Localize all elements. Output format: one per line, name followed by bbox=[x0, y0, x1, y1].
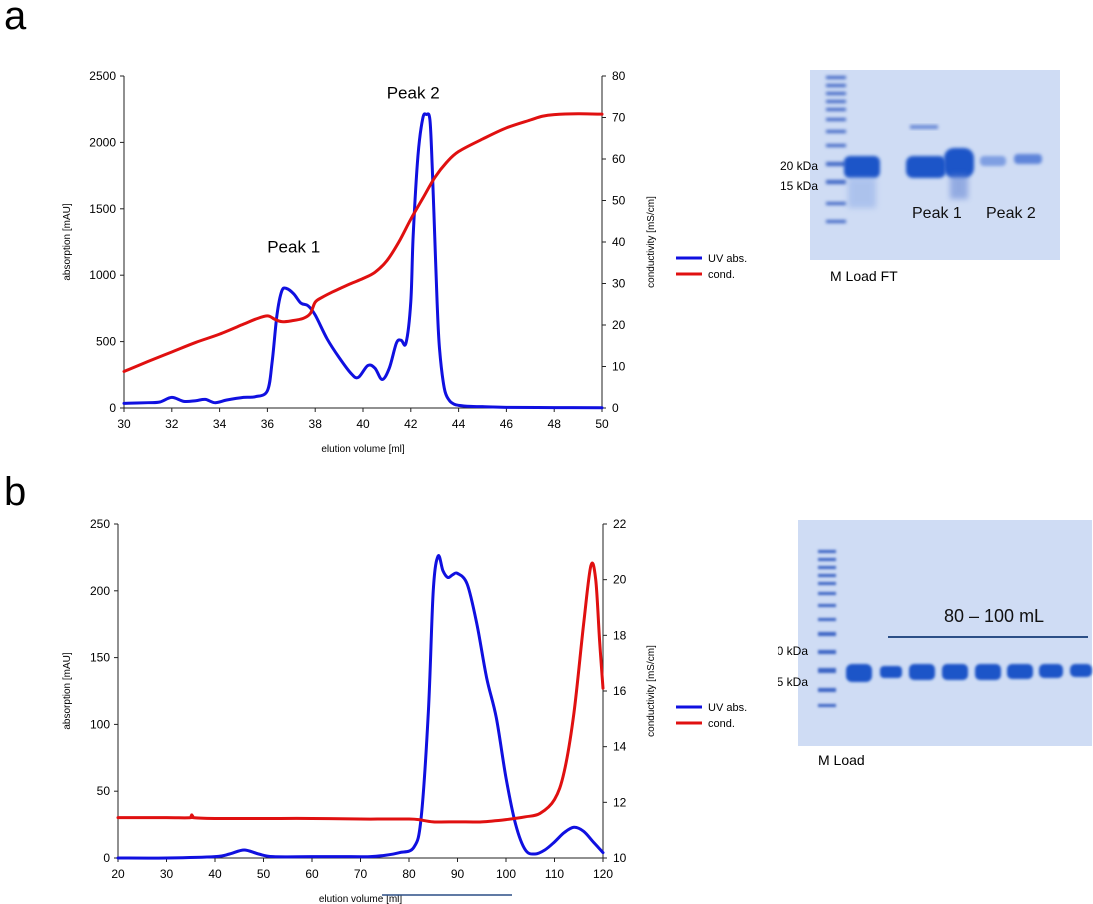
y-tick-label: 1000 bbox=[89, 268, 116, 282]
x-tick-label: 20 bbox=[111, 867, 125, 881]
gel-image-b: 80 – 100 mL 20 kDa 15 kDa M Load bbox=[778, 520, 1092, 768]
gel-band-load bbox=[844, 156, 880, 208]
y-tick-label: 0 bbox=[103, 851, 110, 865]
x-tick-label: 44 bbox=[452, 417, 466, 431]
annotations: Peak 1 Peak 2 bbox=[267, 84, 439, 257]
y2-tick-label: 0 bbox=[612, 401, 619, 415]
x-tick-label: 100 bbox=[496, 867, 516, 881]
plot-lines bbox=[117, 524, 604, 859]
y2-tick-label: 60 bbox=[612, 152, 626, 166]
band-label-15kda: 15 kDa bbox=[778, 675, 808, 689]
y2-tick-label: 70 bbox=[612, 111, 626, 125]
panel-letter-b: b bbox=[4, 470, 27, 514]
x-tick-label: 40 bbox=[356, 417, 370, 431]
x-tick-label: 32 bbox=[165, 417, 179, 431]
panel-letter-a: a bbox=[4, 0, 27, 38]
series-lines bbox=[116, 554, 605, 860]
x-tick-label: 30 bbox=[160, 867, 174, 881]
x-tick-label: 46 bbox=[500, 417, 514, 431]
gel-band-ft bbox=[906, 125, 946, 178]
y-tick-label: 200 bbox=[90, 584, 110, 598]
y-axis-title: absorption [mAU] bbox=[62, 652, 73, 729]
x-tick-label: 120 bbox=[593, 867, 613, 881]
x-tick-label: 60 bbox=[305, 867, 319, 881]
legend-label: cond. bbox=[708, 269, 735, 281]
y-tick-label: 100 bbox=[90, 717, 110, 731]
y2-tick-label: 30 bbox=[612, 277, 626, 291]
chart-a: 30 32 34 36 38 40 42 44 46 48 50050010001500200025… bbox=[62, 69, 747, 455]
x-tick-label: 42 bbox=[404, 417, 418, 431]
y2-tick-label: 12 bbox=[613, 795, 627, 809]
y2-tick-label: 80 bbox=[612, 69, 626, 83]
legend-label: cond. bbox=[708, 718, 735, 730]
y2-tick-label: 50 bbox=[612, 194, 626, 208]
x-tick-label: 110 bbox=[545, 867, 564, 881]
y2-tick-label: 10 bbox=[613, 851, 627, 865]
x-axis-title: elution volume [ml] bbox=[319, 894, 403, 904]
series-line-cond bbox=[122, 112, 604, 373]
y2-tick-label: 22 bbox=[613, 517, 627, 531]
y-tick-label: 150 bbox=[90, 651, 110, 665]
y-tick-label: 2500 bbox=[89, 69, 116, 83]
chart-b: 20 30 40 50 60 70 80 90 100 110 120 0 50 100 150 200 250… bbox=[62, 517, 747, 904]
x-tick-label: 48 bbox=[548, 417, 562, 431]
x-tick-label: 38 bbox=[309, 417, 323, 431]
legend-label: UV abs. bbox=[708, 702, 747, 714]
gel-bands bbox=[846, 664, 1092, 682]
y2-tick-label: 14 bbox=[613, 740, 627, 754]
peak-annotation: Peak 1 bbox=[267, 238, 320, 257]
legend: UV abs. cond. bbox=[676, 253, 747, 281]
marker-ladder bbox=[826, 76, 846, 223]
peak-annotation: Peak 2 bbox=[387, 84, 440, 103]
x-tick-label: 40 bbox=[208, 867, 222, 881]
y-tick-label: 500 bbox=[96, 335, 116, 349]
tick-labels: 30 32 34 36 38 40 42 44 46 48 50050010001500200025… bbox=[89, 69, 625, 431]
y2-axis-title: conductivity [mS/cm] bbox=[646, 645, 657, 737]
x-tick-label: 50 bbox=[595, 417, 609, 431]
gel-band-peak-1 bbox=[944, 148, 974, 199]
y-tick-label: 0 bbox=[109, 401, 116, 415]
x-tick-label: 70 bbox=[354, 867, 368, 881]
band-label-20kda: 20 kDa bbox=[778, 644, 808, 658]
y-tick-label: 2000 bbox=[89, 135, 116, 149]
series-line-uv bbox=[116, 554, 605, 860]
x-axis-title: elution volume [ml] bbox=[321, 444, 405, 455]
gel-bottom-label: M Load bbox=[818, 752, 865, 768]
y2-axis-title: conductivity [mS/cm] bbox=[646, 196, 657, 288]
legend-label: UV abs. bbox=[708, 253, 747, 265]
plot-lines bbox=[123, 76, 603, 409]
band-label-15kda: 15 kDa bbox=[780, 179, 818, 193]
gel-image-a: 20 kDa 15 kDa Peak 1 Peak 2 M Load FT bbox=[780, 70, 1060, 284]
series-line-uv bbox=[122, 112, 604, 410]
lane-label-peak-2: Peak 2 bbox=[986, 205, 1036, 222]
series-lines bbox=[122, 112, 604, 410]
x-tick-label: 90 bbox=[451, 867, 465, 881]
y-tick-label: 1500 bbox=[89, 202, 116, 216]
y2-tick-label: 16 bbox=[613, 684, 627, 698]
lane-label-peak-1: Peak 1 bbox=[912, 205, 962, 222]
gel-band-peak-2 bbox=[980, 154, 1042, 166]
tick-labels: 20 30 40 50 60 70 80 90 100 110 120 0 50 100 150 200 250… bbox=[90, 517, 627, 881]
y2-tick-label: 18 bbox=[613, 628, 627, 642]
x-tick-label: 80 bbox=[402, 867, 416, 881]
y-axis-title: absorption [mAU] bbox=[62, 203, 73, 280]
band-label-20kda: 20 kDa bbox=[780, 159, 818, 173]
y2-tick-label: 20 bbox=[613, 573, 627, 587]
y-tick-label: 50 bbox=[97, 784, 111, 798]
x-tick-label: 50 bbox=[257, 867, 271, 881]
gel-background bbox=[798, 520, 1092, 746]
y2-tick-label: 20 bbox=[612, 318, 626, 332]
series-line-cond bbox=[116, 561, 605, 824]
x-tick-label: 34 bbox=[213, 417, 227, 431]
marker-ladder bbox=[818, 550, 836, 707]
range-label: 80 – 100 mL bbox=[944, 606, 1044, 626]
y2-tick-label: 10 bbox=[612, 360, 626, 374]
x-tick-label: 36 bbox=[261, 417, 275, 431]
y-tick-label: 250 bbox=[90, 517, 110, 531]
x-tick-label: 30 bbox=[117, 417, 131, 431]
y2-tick-label: 40 bbox=[612, 235, 626, 249]
gel-bottom-label: M Load FT bbox=[830, 268, 898, 284]
legend: UV abs. cond. bbox=[676, 702, 747, 730]
